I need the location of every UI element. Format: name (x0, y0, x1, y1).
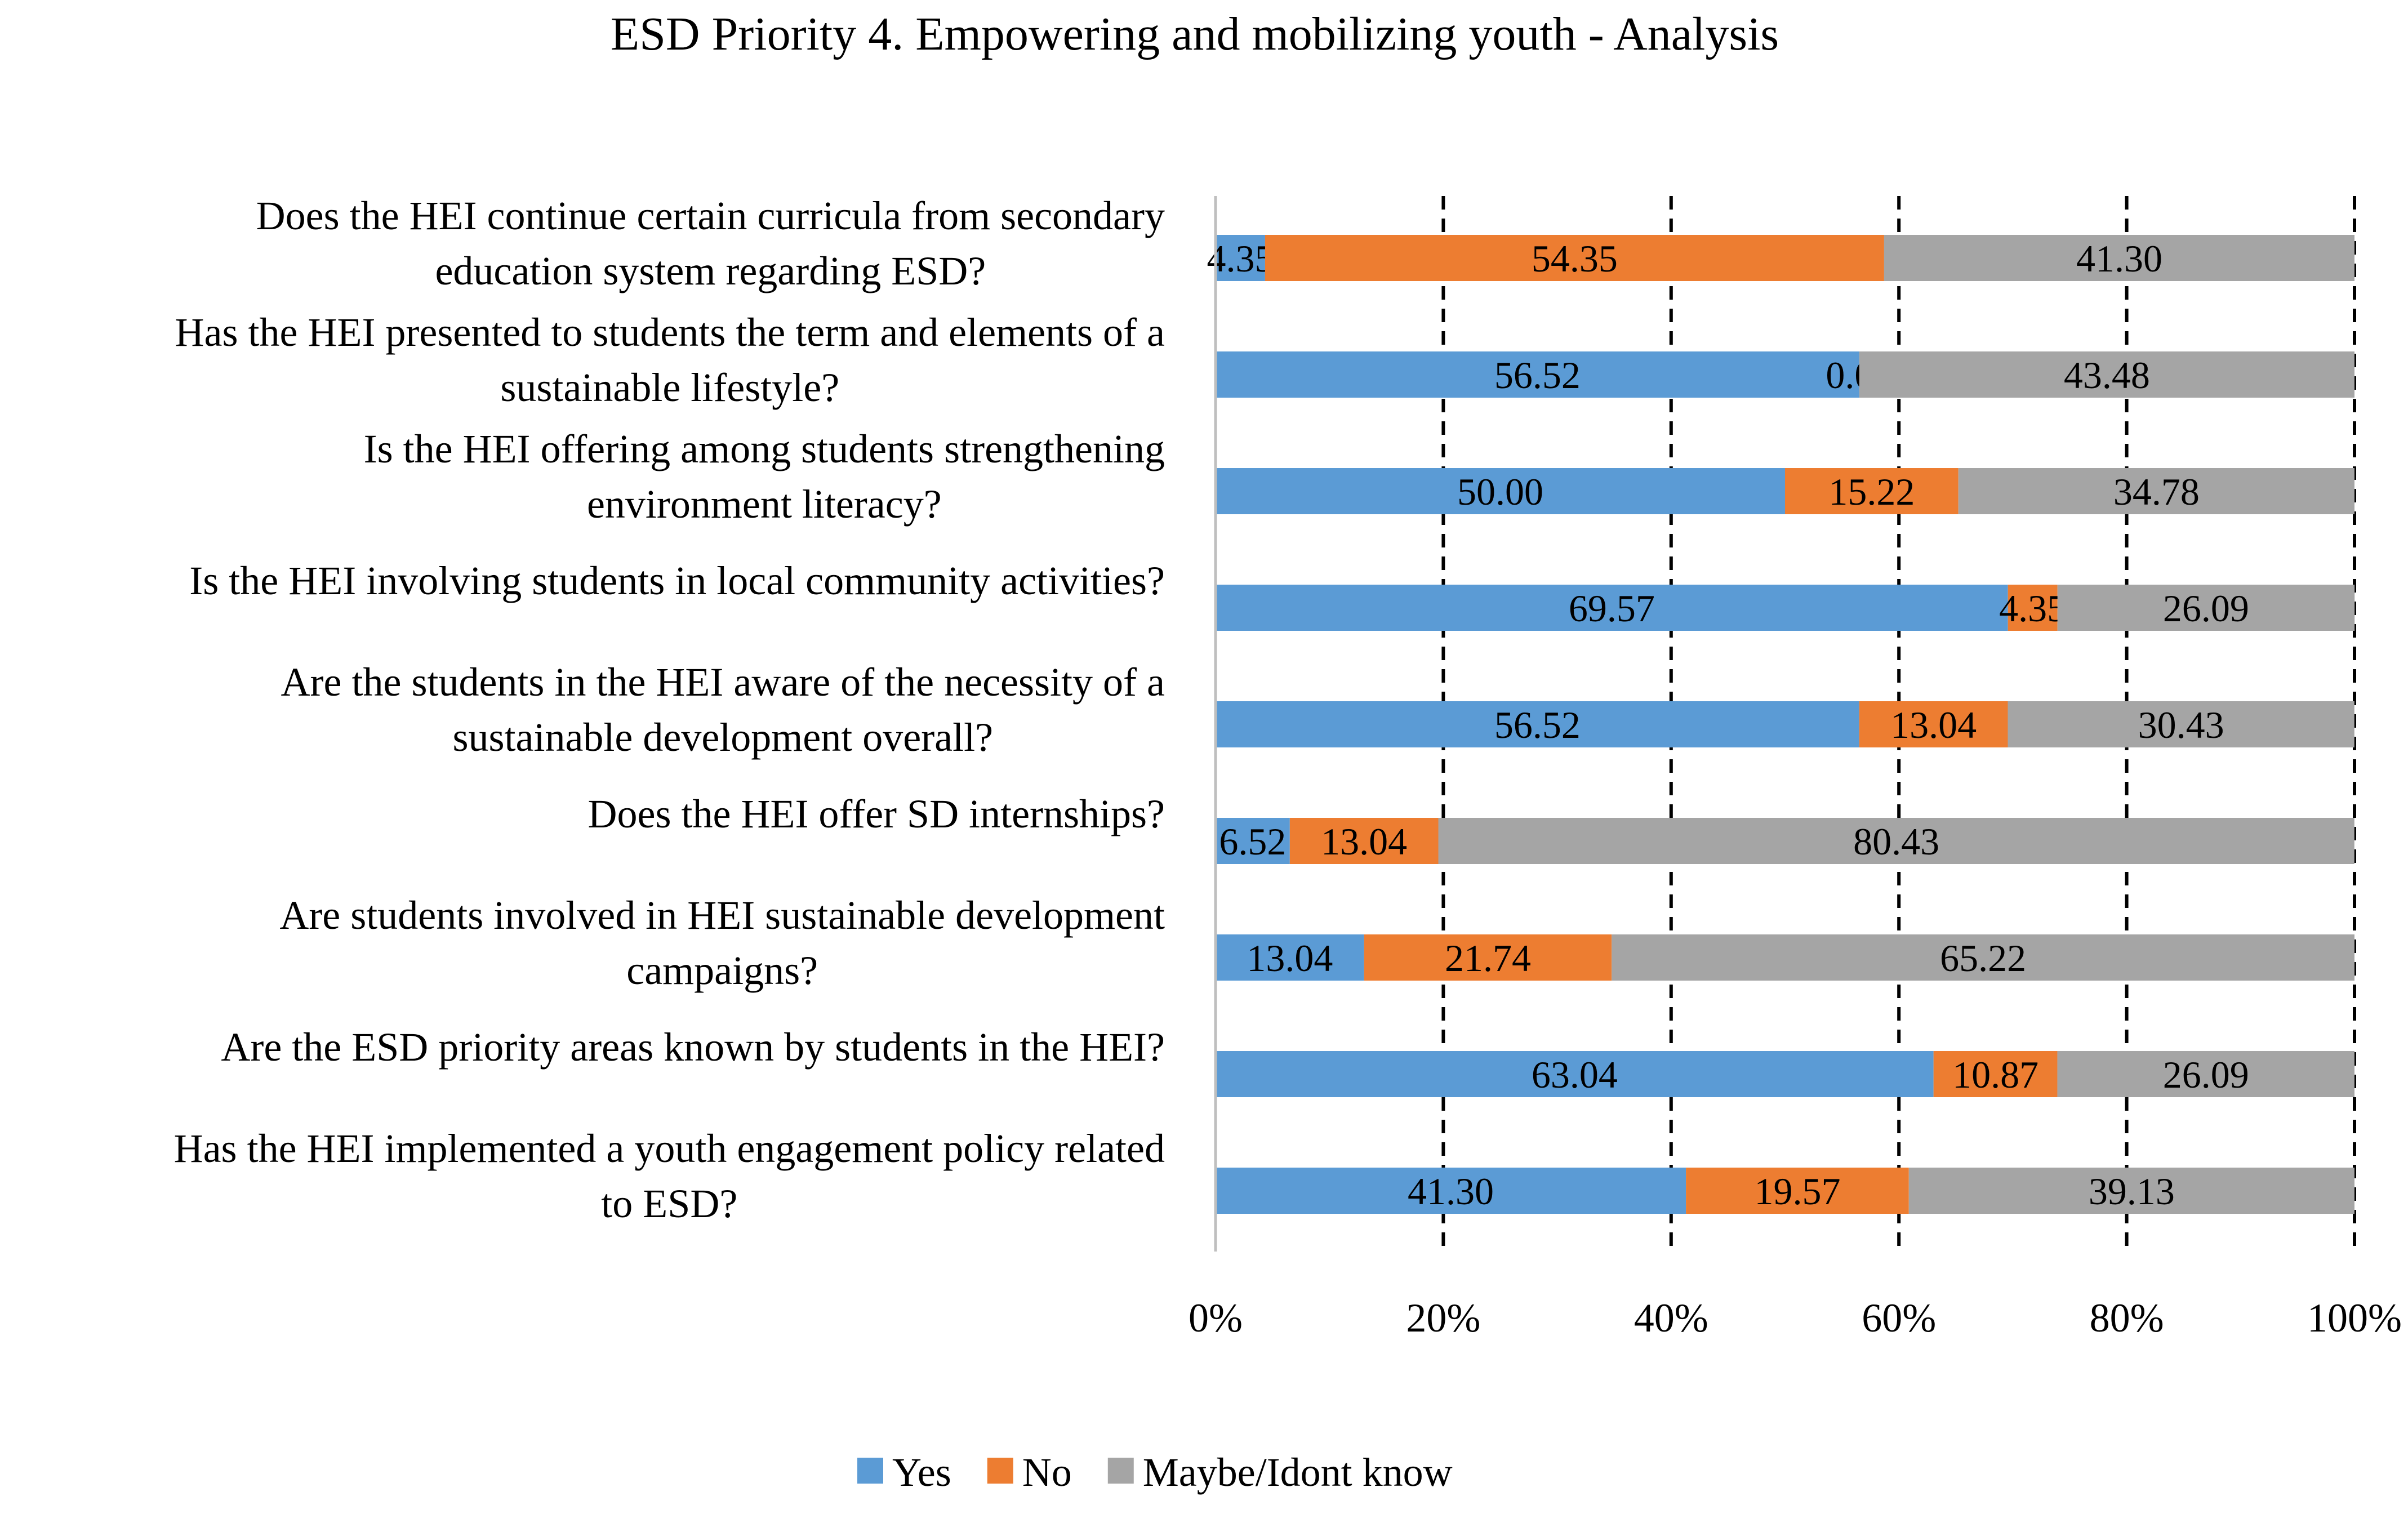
legend-label: Maybe/Idont know (1143, 1450, 1453, 1495)
category-label: to ESD? (601, 1181, 737, 1226)
category-label: Does the HEI offer SD internships? (588, 791, 1165, 836)
bar-maybe-idont-know (1612, 934, 2354, 981)
bar-no (2008, 585, 2058, 631)
data-label: 15.22 (1828, 470, 1915, 513)
bar-yes (1216, 468, 1785, 514)
data-label: 10.87 (1952, 1053, 2038, 1096)
category-label: Are the ESD priority areas known by stud… (221, 1025, 1165, 1070)
bar-no (1686, 1168, 1909, 1214)
category-label: Has the HEI implemented a youth engageme… (174, 1126, 1165, 1171)
data-label: 4.35 (1207, 237, 1274, 280)
data-label: 13.04 (1247, 937, 1333, 979)
data-label: 80.43 (1853, 820, 1939, 863)
bar-maybe-idont-know (2057, 1051, 2354, 1097)
bar-maybe-idont-know (2057, 585, 2355, 631)
bar-yes (1216, 818, 1290, 864)
category-label: Is the HEI offering among students stren… (364, 426, 1165, 471)
x-tick-label: 0% (1189, 1295, 1243, 1341)
legend-label: No (1022, 1450, 1072, 1495)
bar-no (1785, 468, 1959, 514)
data-label: 19.57 (1754, 1170, 1840, 1213)
data-label: 34.78 (2113, 470, 2200, 513)
bar-yes (1216, 701, 1859, 747)
legend-label: Yes (892, 1450, 951, 1495)
data-label: 56.52 (1494, 354, 1581, 397)
data-label: 4.35 (1999, 587, 2066, 630)
data-label: 65.22 (1940, 937, 2026, 979)
bar-maybe-idont-know (1958, 468, 2354, 514)
category-labels: Does the HEI continue certain curricula … (174, 193, 1165, 1226)
x-tick-label: 80% (2090, 1295, 2164, 1341)
bar-maybe-idont-know (1884, 235, 2354, 281)
data-label: 30.43 (2138, 703, 2224, 746)
data-label: 13.04 (1321, 820, 1407, 863)
legend-swatch (1107, 1458, 1134, 1484)
data-label: 69.57 (1569, 587, 1655, 630)
data-label: 63.04 (1532, 1053, 1618, 1096)
category-label: environment literacy? (587, 482, 942, 527)
bar-no (1364, 934, 1612, 981)
bar-yes (1216, 235, 1265, 281)
category-label: Are students involved in HEI sustainable… (279, 893, 1165, 938)
bar-maybe-idont-know (2008, 701, 2354, 747)
chart-title: ESD Priority 4. Empowering and mobilizin… (611, 8, 1779, 60)
x-tick-label: 40% (1634, 1295, 1708, 1341)
category-label: sustainable lifestyle? (500, 365, 839, 410)
bar-yes (1216, 1168, 1686, 1214)
category-label: Has the HEI presented to students the te… (175, 310, 1165, 355)
x-tick-label: 20% (1406, 1295, 1480, 1341)
bar-yes (1216, 351, 1859, 398)
data-label: 26.09 (2163, 1053, 2249, 1096)
data-label: 56.52 (1494, 703, 1581, 746)
bar-no (1859, 701, 2008, 747)
category-label: Are the students in the HEI aware of the… (281, 660, 1165, 705)
data-label: 13.04 (1890, 703, 1977, 746)
category-label: campaigns? (626, 948, 818, 993)
x-tick-labels: 0% 20% 40% 60% 80% 100% (1189, 1295, 2402, 1341)
x-tick-label: 100% (2307, 1295, 2402, 1341)
data-label: 41.30 (1408, 1170, 1494, 1213)
category-label: education system regarding ESD? (435, 248, 986, 293)
data-label: 6.52 (1219, 820, 1286, 863)
bar-no (1933, 1051, 2058, 1097)
data-label: 41.30 (2076, 237, 2162, 280)
legend: Yes No Maybe/Idont know (857, 1450, 1453, 1495)
legend-swatch (857, 1458, 883, 1484)
data-label: 21.74 (1445, 937, 1531, 979)
data-label: 50.00 (1457, 470, 1543, 513)
data-label: 26.09 (2163, 587, 2249, 630)
bar-yes (1216, 585, 2008, 631)
legend-swatch (987, 1458, 1013, 1484)
category-label: sustainable development overall? (452, 715, 993, 760)
bar-no (1289, 818, 1439, 864)
data-label: 54.35 (1532, 237, 1618, 280)
bar-yes (1216, 1051, 1934, 1097)
x-tick-label: 60% (1862, 1295, 1936, 1341)
category-label: Is the HEI involving students in local c… (189, 558, 1165, 603)
bar-yes (1216, 934, 1364, 981)
bar-maybe-idont-know (1438, 818, 2354, 864)
data-label: 39.13 (2089, 1170, 2175, 1213)
category-label: Does the HEI continue certain curricula … (256, 193, 1165, 238)
bar-no (1265, 235, 1884, 281)
bar-maybe-idont-know (1859, 351, 2354, 398)
bar-maybe-idont-know (1908, 1168, 2354, 1214)
bars: 4.3554.3541.3056.520.0043.4850.0015.2234… (1207, 235, 2355, 1214)
data-label: 43.48 (2064, 354, 2150, 397)
